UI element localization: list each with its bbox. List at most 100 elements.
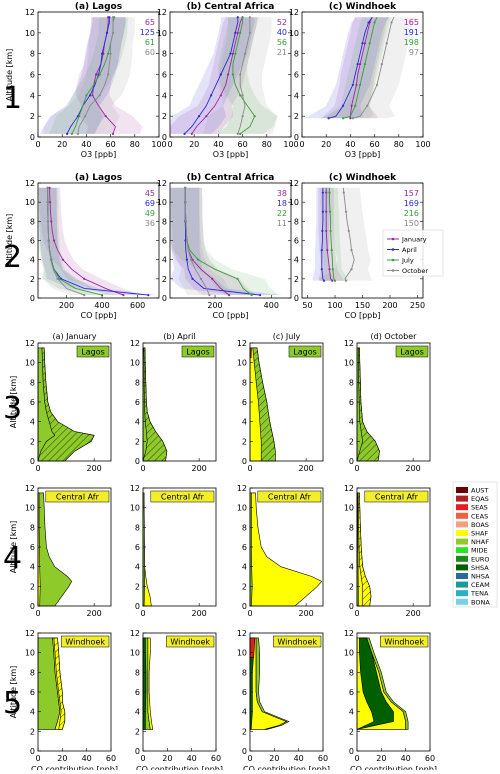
contribution-area xyxy=(147,637,154,730)
y-tick-label: 12 xyxy=(289,8,299,17)
data-point xyxy=(219,73,222,76)
sample-count: 36 xyxy=(145,219,155,228)
data-point xyxy=(184,201,187,204)
y-tick-label: 8 xyxy=(242,668,247,677)
y-tick-label: 6 xyxy=(162,71,167,80)
x-tick-label: 0 xyxy=(354,464,359,473)
x-axis-label: CO [ppb] xyxy=(345,311,381,320)
x-tick-label: 40 xyxy=(401,754,411,763)
y-tick-label: 0 xyxy=(349,602,354,611)
contribution-panel: 0 2 4 6 8 10 12 0 20 40 60 Windhoek CO contribution … xyxy=(25,629,118,774)
x-tick-label: 40 xyxy=(82,754,92,763)
y-tick-label: 2 xyxy=(162,275,167,284)
x-tick-label: 400 xyxy=(264,301,279,310)
x-tick-label: 0 xyxy=(35,140,40,149)
row-number-5: 5 xyxy=(3,686,22,721)
y-tick-label: 6 xyxy=(242,543,247,552)
y-tick-label: 4 xyxy=(30,563,35,572)
data-point xyxy=(349,117,352,120)
y-tick-label: 6 xyxy=(30,543,35,552)
contribution-panel: 0 2 4 6 8 10 12 0 200 Central Afr xyxy=(344,484,431,618)
y-tick-label: 2 xyxy=(162,112,167,121)
data-point xyxy=(98,73,101,76)
y-tick-label: 10 xyxy=(344,359,354,368)
y-tick-label: 4 xyxy=(294,256,299,265)
spread-band-january xyxy=(38,187,141,296)
y-tick-label: 6 xyxy=(294,237,299,246)
legend-swatch xyxy=(456,573,468,579)
data-point xyxy=(239,132,242,135)
site-badge xyxy=(181,345,215,358)
y-tick-label: 8 xyxy=(162,50,167,59)
y-tick-label: 8 xyxy=(294,217,299,226)
legend-label: EURO xyxy=(471,555,490,563)
contribution-panel: 0 2 4 6 8 10 12 0 200 Central Afr xyxy=(25,484,112,618)
y-tick-label: 2 xyxy=(135,727,140,736)
spread-band-january xyxy=(323,17,390,119)
x-tick-label: 200 xyxy=(299,609,314,618)
y-tick-label: 12 xyxy=(344,629,354,638)
data-point xyxy=(258,294,262,297)
x-tick-label: 20 xyxy=(189,140,199,149)
y-tick-label: 2 xyxy=(294,275,299,284)
y-tick-label: 8 xyxy=(135,668,140,677)
sample-count: 97 xyxy=(409,48,419,57)
spread-band-october xyxy=(171,187,232,296)
sample-count: 60 xyxy=(145,48,155,57)
data-point xyxy=(70,132,73,135)
site-badge-label: Central Afr xyxy=(268,493,312,502)
data-point xyxy=(205,115,208,118)
legend-swatch xyxy=(456,590,468,597)
data-point xyxy=(229,52,232,55)
y-tick-label: 0 xyxy=(30,133,35,142)
y-tick-label: 0 xyxy=(242,602,247,611)
data-point xyxy=(231,73,235,76)
y-tick-label: 10 xyxy=(157,29,167,38)
series-line-january xyxy=(349,17,373,119)
y-tick-label: 8 xyxy=(242,523,247,532)
data-point xyxy=(46,201,49,204)
data-point xyxy=(331,279,334,282)
legend-label: October xyxy=(402,267,428,275)
y-tick-label: 6 xyxy=(294,71,299,80)
data-point xyxy=(355,83,358,87)
data-point xyxy=(147,294,150,297)
y-tick-label: 12 xyxy=(237,484,247,493)
contribution-area xyxy=(356,347,380,462)
data-point xyxy=(219,94,222,97)
data-point xyxy=(56,277,59,280)
data-point xyxy=(210,94,213,97)
spread-band-july xyxy=(319,17,392,119)
y-tick-label: 0 xyxy=(135,457,140,466)
y-tick-label: 2 xyxy=(349,727,354,736)
x-tick-label: 40 xyxy=(294,754,304,763)
y-tick-label: 10 xyxy=(25,649,35,658)
data-point xyxy=(375,83,379,87)
data-point xyxy=(109,52,112,55)
profile-panel: 0 2 4 6 8 10 12 0 20 40 60 80 100 (c) Windhoek O3 [ppb… xyxy=(289,2,431,159)
contribution-area xyxy=(252,347,276,462)
y-tick-label: 0 xyxy=(242,747,247,756)
y-tick-label: 8 xyxy=(294,50,299,59)
y-tick-label: 2 xyxy=(349,437,354,446)
data-point xyxy=(239,94,242,97)
plot-frame xyxy=(249,632,324,752)
data-point xyxy=(185,258,188,261)
data-point xyxy=(107,52,110,55)
x-tick-label: 200 xyxy=(59,301,74,310)
x-tick-label: 200 xyxy=(406,609,421,618)
data-point xyxy=(342,104,345,107)
legend-swatch xyxy=(456,495,468,502)
y-tick-label: 4 xyxy=(242,708,247,717)
contribution-panel: 0 2 4 6 8 10 12 0 200 Lagos xyxy=(237,339,324,473)
contribution-area xyxy=(53,637,66,730)
x-axis-label: CO contribution [ppb] xyxy=(243,765,330,770)
sample-count: 169 xyxy=(404,199,419,208)
y-axis-label: Altitude [km] xyxy=(9,521,18,573)
plot-frame xyxy=(142,632,217,752)
x-tick-label: 200 xyxy=(87,464,102,473)
y-tick-label: 6 xyxy=(135,543,140,552)
site-badge xyxy=(166,635,215,648)
data-point xyxy=(248,31,251,34)
series-line-january xyxy=(325,187,333,282)
